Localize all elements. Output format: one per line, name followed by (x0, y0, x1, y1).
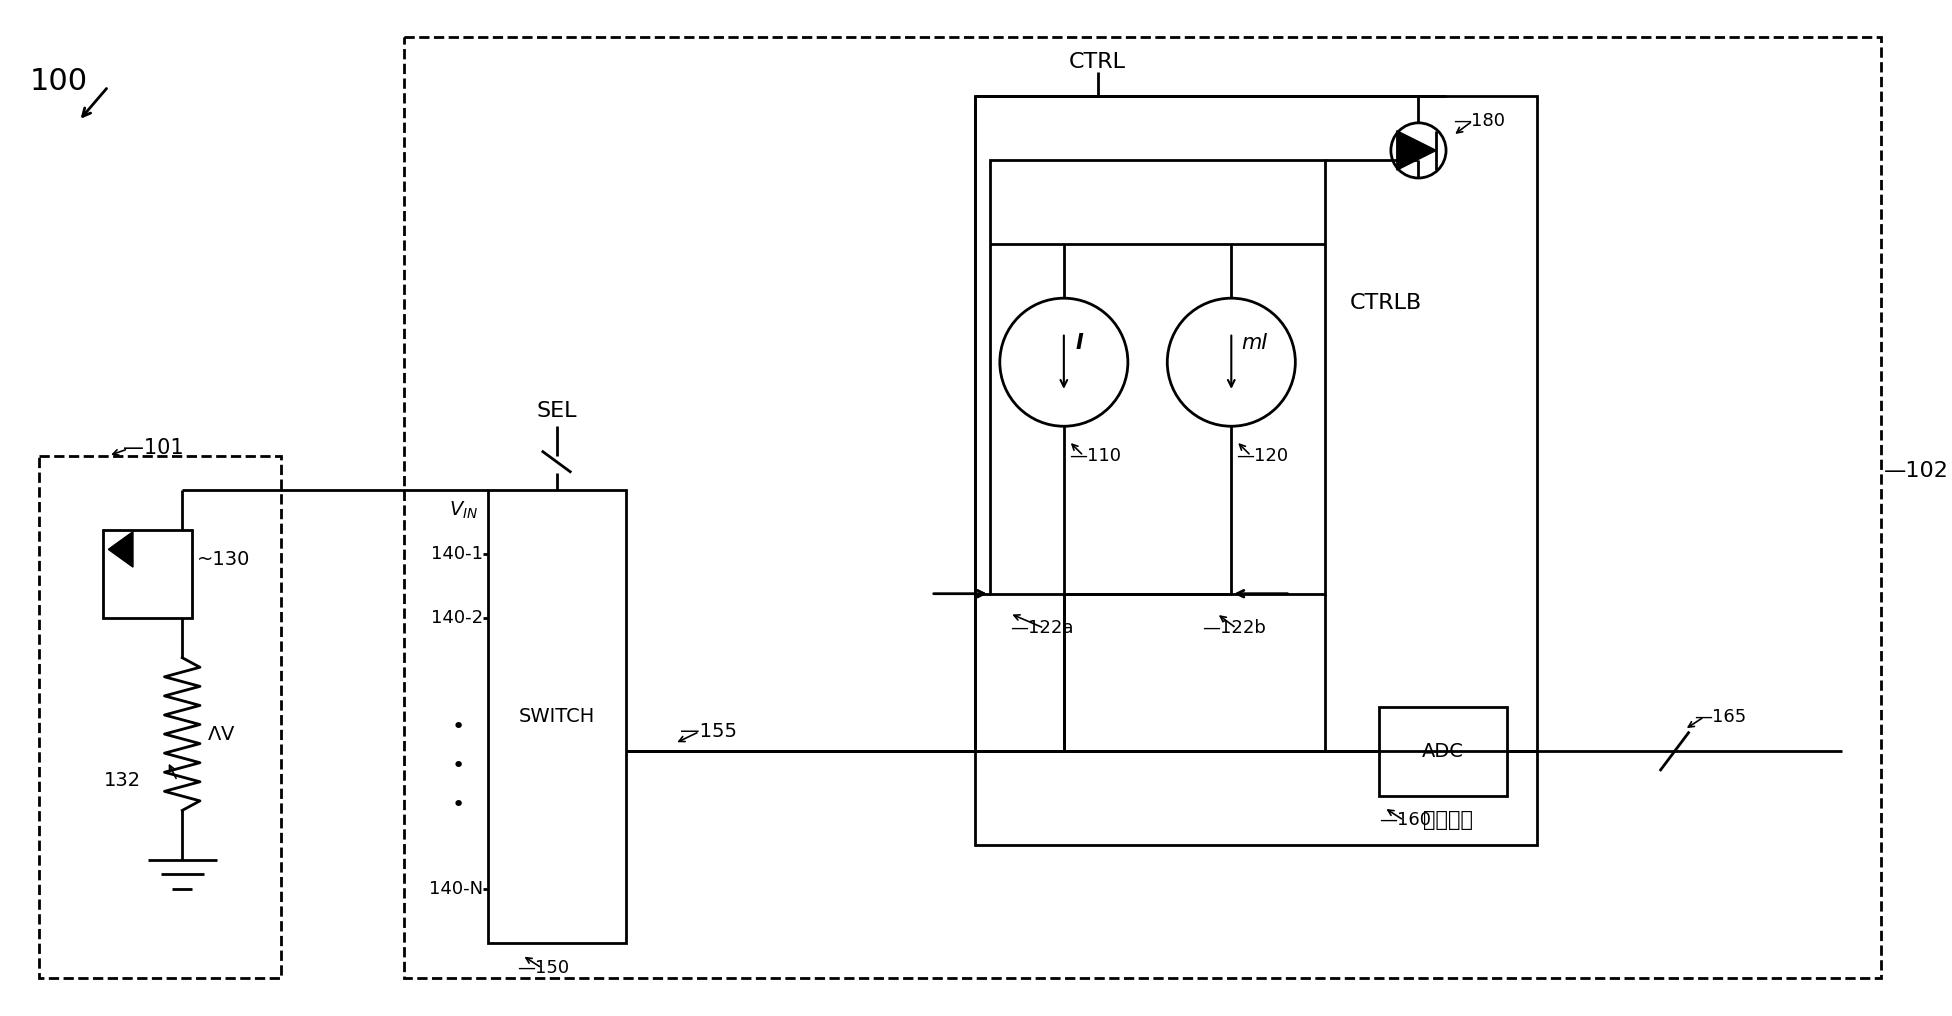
Text: —120: —120 (1236, 447, 1288, 464)
Text: —155: —155 (679, 722, 736, 741)
Text: CTRL: CTRL (1070, 52, 1126, 72)
Text: $V_{IN}$: $V_{IN}$ (449, 499, 478, 520)
Bar (1378, 707, 1507, 796)
Bar (990, 161, 1325, 593)
Bar (103, 529, 191, 619)
Polygon shape (1398, 131, 1437, 170)
Text: —122a: —122a (1009, 619, 1074, 637)
Text: SWITCH: SWITCH (519, 707, 595, 726)
Text: •: • (451, 716, 465, 737)
Text: •: • (451, 796, 465, 816)
Text: mI: mI (1241, 332, 1267, 353)
Text: —101: —101 (123, 438, 183, 458)
Text: —180: —180 (1452, 112, 1505, 130)
Text: •: • (451, 756, 465, 776)
Text: —102: —102 (1884, 460, 1948, 481)
Text: SEL: SEL (537, 401, 576, 422)
Text: CTRLB: CTRLB (1349, 293, 1421, 313)
Text: 140-2: 140-2 (431, 610, 482, 627)
Bar (488, 491, 625, 944)
Text: 132: 132 (103, 771, 141, 790)
Text: —165: —165 (1694, 708, 1747, 725)
Text: 140-N: 140-N (429, 880, 482, 898)
Text: I: I (1076, 332, 1083, 353)
Bar (39, 456, 281, 977)
Text: —122b: —122b (1202, 619, 1265, 637)
Text: ADC: ADC (1423, 742, 1464, 761)
Text: 100: 100 (29, 67, 88, 96)
Text: —160: —160 (1378, 811, 1431, 829)
Polygon shape (109, 531, 133, 567)
Text: —150: —150 (517, 959, 570, 977)
Bar (976, 97, 1536, 845)
Text: $\Lambda$V: $\Lambda$V (207, 724, 236, 744)
Text: 数字化码: 数字化码 (1423, 810, 1474, 830)
Text: —110: —110 (1070, 447, 1120, 464)
Bar (404, 38, 1882, 977)
Text: ~130: ~130 (197, 550, 250, 569)
Text: 140-1: 140-1 (431, 546, 482, 563)
